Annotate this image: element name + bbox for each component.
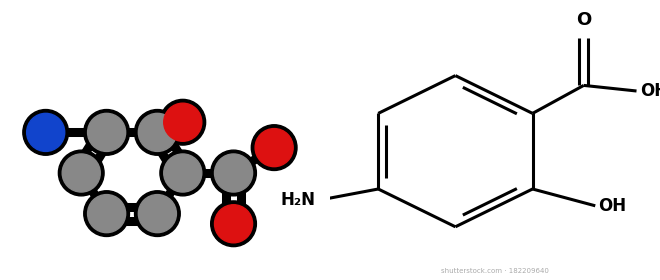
Circle shape: [214, 154, 253, 192]
Circle shape: [135, 191, 180, 237]
Circle shape: [139, 195, 176, 233]
Circle shape: [164, 103, 202, 141]
Text: OH: OH: [640, 82, 660, 100]
Circle shape: [23, 109, 69, 155]
Text: H₂N: H₂N: [280, 191, 315, 209]
Circle shape: [160, 99, 206, 145]
Circle shape: [26, 113, 65, 151]
Circle shape: [211, 201, 256, 247]
Text: O: O: [576, 11, 591, 29]
Circle shape: [84, 109, 129, 155]
Circle shape: [255, 129, 293, 167]
Circle shape: [84, 191, 129, 237]
Text: OH: OH: [599, 197, 627, 215]
Circle shape: [88, 113, 125, 151]
Circle shape: [139, 113, 176, 151]
Circle shape: [214, 205, 253, 243]
Text: shutterstock.com · 182209640: shutterstock.com · 182209640: [441, 269, 549, 274]
Circle shape: [251, 125, 297, 171]
Circle shape: [88, 195, 125, 233]
Circle shape: [164, 154, 202, 192]
Circle shape: [62, 154, 100, 192]
Circle shape: [160, 150, 206, 196]
Circle shape: [58, 150, 104, 196]
Circle shape: [211, 150, 256, 196]
Circle shape: [135, 109, 180, 155]
